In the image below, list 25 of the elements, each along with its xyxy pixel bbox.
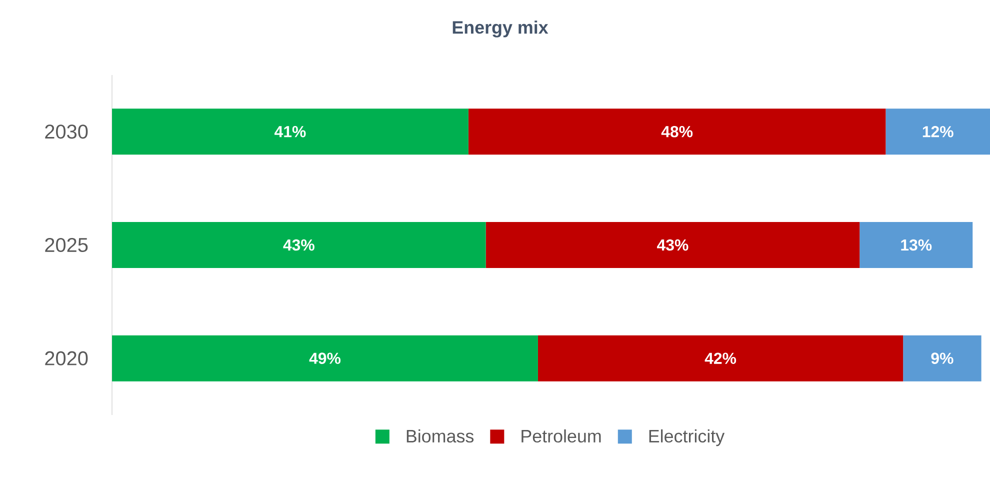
y-tick-label: 2030 bbox=[45, 124, 88, 139]
data-label: 9% bbox=[931, 352, 954, 364]
bar bbox=[112, 222, 486, 268]
legend-label: Electricity bbox=[649, 429, 725, 446]
data-label: 42% bbox=[704, 352, 736, 364]
legend-label: Biomass bbox=[406, 429, 474, 443]
data-label: 13% bbox=[901, 239, 932, 251]
data-label: 48% bbox=[661, 126, 693, 138]
bar bbox=[112, 108, 468, 155]
data-label: 41% bbox=[274, 126, 306, 138]
bar bbox=[860, 222, 973, 268]
data-label: 49% bbox=[309, 352, 341, 364]
data-label: 43% bbox=[283, 239, 314, 251]
bar bbox=[886, 108, 990, 155]
y-tick-label: 2020 bbox=[45, 351, 88, 366]
legend-label: Petroleum bbox=[522, 429, 601, 443]
bar bbox=[486, 222, 860, 268]
data-label: 12% bbox=[922, 126, 954, 138]
bar bbox=[538, 335, 904, 382]
bar bbox=[468, 108, 886, 155]
data-label: 43% bbox=[656, 239, 688, 251]
bar bbox=[903, 335, 982, 382]
chart-title: Energy mix bbox=[452, 20, 548, 38]
y-tick-label: 2025 bbox=[45, 238, 88, 252]
bar bbox=[112, 335, 538, 382]
